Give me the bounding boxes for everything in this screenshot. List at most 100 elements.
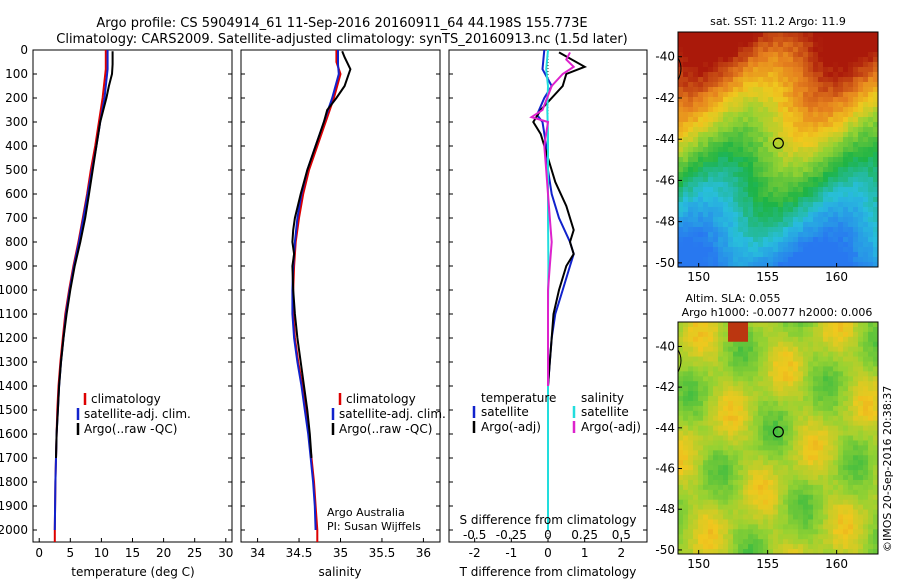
- map-cell: [838, 440, 844, 446]
- map-cell: [873, 529, 879, 535]
- map-cell: [718, 172, 724, 178]
- map-cell: [823, 122, 829, 128]
- map-cell: [828, 252, 834, 258]
- map-cell: [748, 499, 754, 506]
- map-cell: [698, 242, 704, 248]
- y-tick-label: 200: [5, 91, 28, 105]
- map-cell: [823, 242, 829, 248]
- map-cell: [743, 212, 749, 218]
- map-cell: [753, 152, 759, 158]
- map-cell: [723, 142, 729, 148]
- map-cell: [833, 162, 839, 168]
- map-cell: [728, 72, 734, 78]
- map-cell: [723, 322, 729, 328]
- map-cell: [738, 465, 744, 471]
- map-cell: [858, 97, 864, 103]
- map-cell: [733, 529, 739, 535]
- map-cell: [678, 207, 684, 213]
- map-cell: [778, 102, 784, 108]
- map-cell: [803, 460, 809, 466]
- map-cell: [868, 386, 874, 392]
- map-cell: [808, 479, 814, 486]
- map-cell: [718, 400, 724, 407]
- map-cell: [868, 147, 874, 153]
- map-cell: [853, 509, 859, 515]
- map-cell: [843, 167, 849, 173]
- map-cell: [823, 455, 829, 461]
- map-cell: [743, 356, 749, 362]
- map-cell: [773, 455, 779, 461]
- map-cell: [868, 227, 874, 233]
- map-cell: [713, 42, 719, 48]
- map-cell: [693, 405, 699, 412]
- map-cell: [703, 97, 709, 103]
- map-cell: [853, 222, 859, 228]
- map-cell: [743, 376, 749, 382]
- map-cell: [723, 227, 729, 233]
- map-cell: [773, 405, 779, 412]
- map-cell: [693, 197, 699, 203]
- map-cell: [728, 361, 734, 367]
- map-cell: [778, 489, 784, 496]
- map-cell: [703, 127, 709, 133]
- map-cell: [683, 361, 689, 367]
- map-cell: [798, 524, 804, 530]
- map-cell: [768, 381, 774, 387]
- map-cell: [693, 514, 699, 520]
- map-cell: [703, 232, 709, 238]
- map-cell: [848, 147, 854, 153]
- map-cell: [798, 529, 804, 535]
- map-cell: [823, 356, 829, 362]
- map-cell: [873, 351, 879, 357]
- map-cell: [713, 227, 719, 233]
- map-cell: [758, 529, 764, 535]
- map-y-tick-label: -44: [655, 132, 675, 146]
- map-cell: [853, 72, 859, 78]
- map-cell: [863, 391, 869, 397]
- map-cell: [858, 222, 864, 228]
- map-cell: [793, 92, 799, 98]
- map-cell: [818, 112, 824, 118]
- map-cell: [863, 227, 869, 233]
- map-cell: [753, 420, 759, 427]
- map-cell: [833, 400, 839, 407]
- sst-map-title: sat. SST: 11.2 Argo: 11.9: [710, 15, 846, 28]
- map-cell: [723, 77, 729, 83]
- map-cell: [808, 341, 814, 348]
- map-cell: [873, 227, 879, 233]
- map-cell: [773, 440, 779, 446]
- map-cell: [738, 72, 744, 78]
- map-cell: [728, 122, 734, 128]
- map-cell: [838, 117, 844, 123]
- map-cell: [863, 237, 869, 243]
- map-cell: [718, 514, 724, 520]
- map-cell: [718, 455, 724, 461]
- map-cell: [803, 62, 809, 68]
- map-cell: [838, 222, 844, 228]
- map-cell: [723, 47, 729, 53]
- map-cell: [708, 32, 714, 38]
- map-cell: [678, 396, 684, 402]
- map-cell: [808, 322, 814, 328]
- map-cell: [713, 549, 719, 555]
- map-cell: [863, 322, 869, 328]
- map-cell: [773, 460, 779, 466]
- map-cell: [868, 331, 874, 338]
- map-cell: [783, 57, 789, 63]
- map-cell: [853, 396, 859, 402]
- map-cell: [868, 37, 874, 43]
- map-cell: [678, 400, 684, 407]
- map-cell: [843, 356, 849, 362]
- map-cell: [798, 137, 804, 143]
- map-cell: [708, 197, 714, 203]
- map-cell: [778, 351, 784, 357]
- map-cell: [693, 544, 699, 550]
- map-cell: [863, 127, 869, 133]
- map-cell: [723, 202, 729, 208]
- map-cell: [688, 32, 694, 38]
- map-cell: [783, 92, 789, 98]
- map-cell: [823, 57, 829, 63]
- map-cell: [808, 72, 814, 78]
- map-cell: [868, 152, 874, 158]
- map-cell: [793, 147, 799, 153]
